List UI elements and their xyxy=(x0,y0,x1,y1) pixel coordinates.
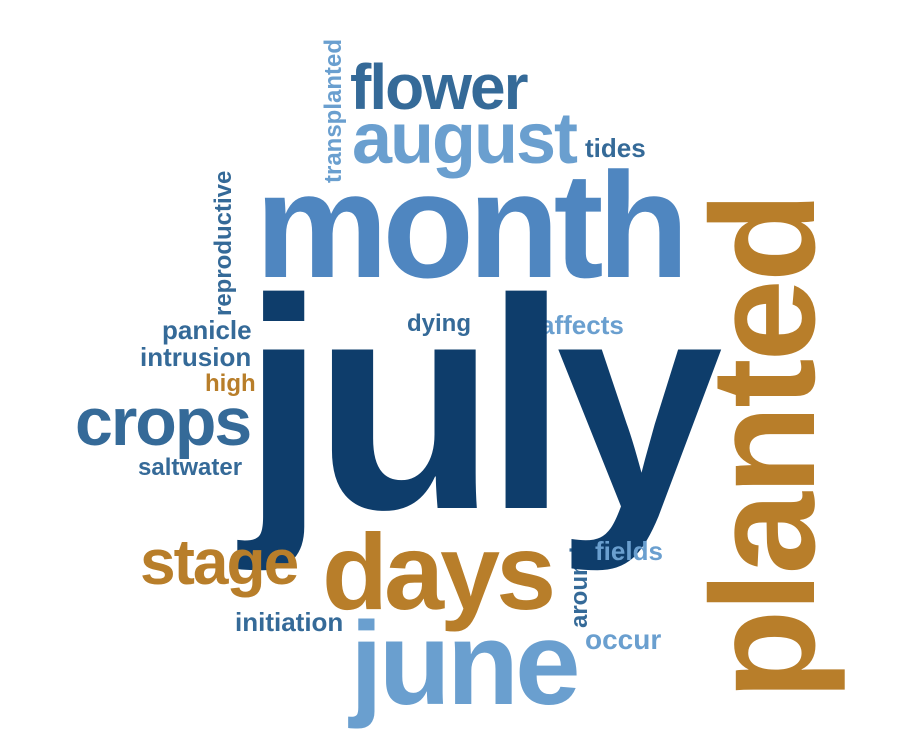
word-june: june xyxy=(350,598,581,730)
word-crops: crops xyxy=(75,384,252,460)
word-affects: affects xyxy=(540,310,624,340)
word-high: high xyxy=(205,370,256,397)
word-saltwater: saltwater xyxy=(138,454,243,481)
word-reproductive: reproductive xyxy=(210,170,237,316)
word-tides: tides xyxy=(585,133,646,163)
word-stage: stage xyxy=(140,526,299,598)
word-dying: dying xyxy=(407,310,471,337)
word-august: august xyxy=(352,99,578,179)
word-intrusion: intrusion xyxy=(140,342,252,372)
word-occur: occur xyxy=(585,624,662,655)
word-initiation: initiation xyxy=(235,607,344,637)
word-fields: fields xyxy=(595,536,663,566)
word-days: days xyxy=(322,511,556,632)
word-month: month xyxy=(255,141,689,309)
word-july: july xyxy=(242,236,723,572)
word-flower: flower xyxy=(350,51,528,123)
word-panicle: panicle xyxy=(162,315,252,345)
word-planted: planted xyxy=(681,194,846,700)
